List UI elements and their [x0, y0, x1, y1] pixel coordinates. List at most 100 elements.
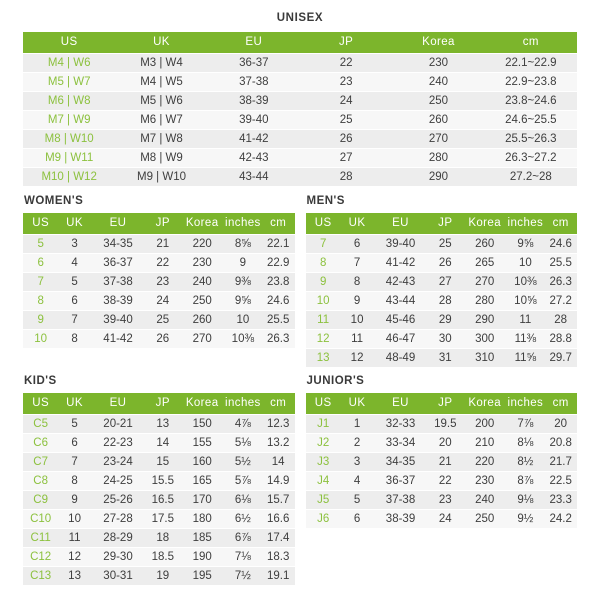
size-cell: 250 [462, 509, 507, 528]
size-cell: 290 [392, 167, 485, 186]
size-cell: 29 [427, 310, 463, 330]
size-cell: 195 [180, 566, 224, 585]
size-cell: 28.8 [544, 329, 577, 349]
size-cell-accent: C8 [23, 471, 59, 491]
column-header: US [23, 32, 116, 54]
size-cell: 210 [462, 433, 507, 453]
size-cell: 23.8 [261, 272, 295, 292]
size-cell: 17.5 [145, 509, 181, 529]
size-cell: 41-42 [207, 129, 300, 149]
size-cell: 22 [427, 471, 463, 491]
size-cell: 165 [180, 471, 224, 491]
size-cell: 230 [392, 53, 485, 73]
size-cell: 27 [427, 272, 463, 292]
womens-section: WOMEN'S US UK EU JP Korea inches cm 5 3 34-35 21 22… [23, 195, 295, 367]
size-cell: 4 [58, 253, 91, 273]
size-cell-accent: 11 [305, 310, 341, 330]
size-cell: 190 [180, 547, 224, 567]
table-row: C13 13 30-31 19 195 7½ 19.1 [23, 566, 295, 585]
size-cell: 37-38 [207, 72, 300, 92]
size-cell: 21.7 [544, 452, 577, 472]
size-cell: 24.6 [544, 234, 577, 254]
size-cell: 34-35 [373, 452, 428, 472]
size-cell: 8⅞ [506, 471, 545, 491]
column-header: inches [506, 213, 545, 235]
size-cell: 6 [340, 234, 374, 254]
size-cell: 24.6 [261, 291, 295, 311]
size-cell-accent: 5 [23, 234, 59, 254]
size-cell: 17.4 [261, 528, 295, 548]
size-cell: 15.5 [145, 471, 181, 491]
size-cell-accent: 7 [305, 234, 341, 254]
size-cell-accent: 9 [305, 272, 341, 292]
size-cell: 19.1 [261, 566, 295, 585]
size-cell: 240 [180, 272, 224, 292]
size-cell: 28-29 [90, 528, 146, 548]
size-cell: 7 [58, 452, 91, 472]
table-row: J6 6 38-39 24 250 9½ 24.2 [305, 509, 577, 528]
size-cell: 5⅞ [223, 471, 262, 491]
table-row: 7 6 39-40 25 260 9⅝ 24.6 [305, 234, 577, 254]
size-cell: 26 [299, 129, 393, 149]
header-row: US UK EU JP Korea inches cm [23, 393, 295, 415]
size-cell: 7⅞ [506, 414, 545, 434]
size-cell: M8 | W9 [115, 148, 208, 168]
size-table: US UK EU JP Korea inches cm J1 1 32-33 19.5 200 7⅞ 20… [305, 393, 577, 528]
size-cell: 9⅝ [506, 234, 545, 254]
size-cell: 29-30 [90, 547, 146, 567]
size-cell: 280 [462, 291, 507, 311]
size-cell: 26 [145, 329, 181, 348]
size-cell: 39-40 [373, 234, 428, 254]
size-cell: 22.1~22.9 [484, 53, 577, 73]
mens-section: MEN'S US UK EU JP Korea inches cm 7 6 39-40 25 260 9… [305, 195, 577, 367]
table-row: 10 8 41-42 26 270 10⅜ 26.3 [23, 329, 295, 348]
table-row: C5 5 20-21 13 150 4⅞ 12.3 [23, 414, 295, 434]
size-cell: 10 [223, 310, 262, 330]
size-cell: 200 [462, 414, 507, 434]
size-cell: M9 | W10 [115, 167, 208, 186]
size-cell: 270 [462, 272, 507, 292]
column-header: cm [261, 393, 295, 415]
unisex-section-title: UNISEX [276, 12, 324, 24]
size-cell-accent: C12 [23, 547, 59, 567]
size-cell: 19.5 [427, 414, 463, 434]
size-cell: 2 [340, 433, 374, 453]
size-table: US UK EU JP Korea cm M4 | W6 M3 | W4 36-37 22 230 2… [23, 32, 577, 186]
size-cell: 185 [180, 528, 224, 548]
size-cell: 22.9 [261, 253, 295, 273]
size-cell: 24.2 [544, 509, 577, 528]
table-row: J3 3 34-35 21 220 8½ 21.7 [305, 452, 577, 472]
size-cell: 155 [180, 433, 224, 453]
size-cell-accent: 8 [305, 253, 341, 273]
table-row: 8 7 41-42 26 265 10 25.5 [305, 253, 577, 273]
size-cell: 7 [340, 253, 374, 273]
size-cell: 10 [340, 310, 374, 330]
size-cell: 10⅜ [223, 329, 262, 348]
column-header: UK [340, 393, 374, 415]
size-cell-accent: J2 [305, 433, 341, 453]
size-cell: 22 [299, 53, 393, 73]
size-cell: 43-44 [373, 291, 428, 311]
size-cell: 180 [180, 509, 224, 529]
juniors-section-title: JUNIOR'S [306, 375, 365, 387]
size-cell: 23 [427, 490, 463, 510]
size-cell-accent: 12 [305, 329, 341, 349]
size-cell: 29.7 [544, 348, 577, 367]
size-cell: 5½ [223, 452, 262, 472]
size-cell: 9 [223, 253, 262, 273]
size-cell: 24.6~25.5 [484, 110, 577, 130]
size-cell: 23 [299, 72, 393, 92]
size-cell: 34-35 [90, 234, 146, 254]
size-cell: 270 [392, 129, 485, 149]
size-cell: 25 [299, 110, 393, 130]
size-cell: 5⅛ [223, 433, 262, 453]
size-cell: 37-38 [373, 490, 428, 510]
size-cell: 23-24 [90, 452, 146, 472]
size-cell-accent: C10 [23, 509, 59, 529]
table-row: M10 | W12 M9 | W10 43-44 28 290 27.2~28 [23, 167, 577, 186]
table-row: 8 6 38-39 24 250 9⅝ 24.6 [23, 291, 295, 311]
size-cell: 8 [340, 272, 374, 292]
womens-section-title: WOMEN'S [24, 195, 84, 207]
table-row: M7 | W9 M6 | W7 39-40 25 260 24.6~25.5 [23, 110, 577, 130]
size-cell-accent: C5 [23, 414, 59, 434]
